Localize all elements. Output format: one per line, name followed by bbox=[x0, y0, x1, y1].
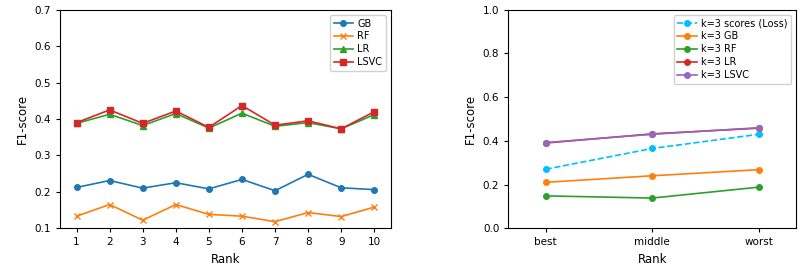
k=3 GB bbox=[541, 181, 550, 184]
Line: RF: RF bbox=[73, 201, 378, 225]
Line: k=3 RF: k=3 RF bbox=[543, 184, 762, 201]
LSVC bbox=[270, 123, 280, 127]
RF bbox=[336, 215, 346, 218]
RF bbox=[72, 214, 82, 218]
LSVC bbox=[204, 126, 214, 129]
LR bbox=[105, 113, 114, 116]
k=3 LR bbox=[541, 141, 550, 145]
LR bbox=[171, 112, 181, 115]
LR bbox=[72, 122, 82, 125]
LSVC bbox=[171, 109, 181, 113]
Y-axis label: F1-score: F1-score bbox=[16, 94, 29, 144]
k=3 RF bbox=[647, 196, 657, 200]
Line: LR: LR bbox=[74, 110, 377, 132]
GB bbox=[171, 181, 181, 185]
RF bbox=[171, 203, 181, 206]
Line: LSVC: LSVC bbox=[74, 103, 377, 132]
GB bbox=[270, 189, 280, 192]
k=3 LSVC bbox=[647, 133, 657, 136]
LSVC bbox=[336, 127, 346, 130]
LSVC bbox=[370, 110, 379, 113]
k=3 scores (Loss) bbox=[754, 133, 763, 136]
Y-axis label: F1-score: F1-score bbox=[464, 94, 478, 144]
RF bbox=[138, 218, 147, 222]
LR bbox=[270, 125, 280, 128]
Line: k=3 scores (Loss): k=3 scores (Loss) bbox=[543, 132, 762, 172]
RF bbox=[270, 220, 280, 223]
k=3 GB bbox=[754, 168, 763, 171]
k=3 GB bbox=[647, 174, 657, 178]
RF bbox=[237, 214, 246, 218]
GB bbox=[370, 188, 379, 191]
k=3 LR bbox=[647, 132, 657, 136]
GB bbox=[237, 178, 246, 181]
RF bbox=[204, 213, 214, 216]
k=3 LSVC bbox=[754, 126, 763, 129]
Line: GB: GB bbox=[74, 172, 377, 193]
k=3 RF bbox=[754, 185, 763, 189]
k=3 RF bbox=[541, 194, 550, 198]
GB bbox=[72, 186, 82, 189]
LSVC bbox=[138, 122, 147, 125]
GB bbox=[105, 179, 114, 182]
GB bbox=[303, 173, 313, 176]
LR bbox=[237, 111, 246, 115]
k=3 LR bbox=[754, 127, 763, 130]
RF bbox=[303, 211, 313, 214]
LR bbox=[204, 127, 214, 130]
Line: k=3 GB: k=3 GB bbox=[543, 167, 762, 185]
LR bbox=[370, 113, 379, 116]
k=3 LSVC bbox=[541, 141, 550, 144]
Line: k=3 LSVC: k=3 LSVC bbox=[543, 125, 762, 145]
k=3 scores (Loss) bbox=[541, 167, 550, 171]
LSVC bbox=[303, 119, 313, 123]
LR bbox=[138, 124, 147, 127]
GB bbox=[138, 186, 147, 190]
LR bbox=[336, 127, 346, 130]
k=3 scores (Loss) bbox=[647, 147, 657, 150]
RF bbox=[105, 203, 114, 206]
X-axis label: Rank: Rank bbox=[638, 253, 667, 266]
Legend: k=3 scores (Loss), k=3 GB, k=3 RF, k=3 LR, k=3 LSVC: k=3 scores (Loss), k=3 GB, k=3 RF, k=3 L… bbox=[674, 15, 791, 84]
X-axis label: Rank: Rank bbox=[210, 253, 240, 266]
Line: k=3 LR: k=3 LR bbox=[543, 125, 762, 146]
GB bbox=[204, 187, 214, 191]
GB bbox=[336, 186, 346, 190]
LSVC bbox=[105, 108, 114, 112]
LSVC bbox=[237, 104, 246, 107]
Legend: GB, RF, LR, LSVC: GB, RF, LR, LSVC bbox=[330, 15, 386, 71]
LR bbox=[303, 121, 313, 124]
LSVC bbox=[72, 121, 82, 124]
RF bbox=[370, 206, 379, 209]
